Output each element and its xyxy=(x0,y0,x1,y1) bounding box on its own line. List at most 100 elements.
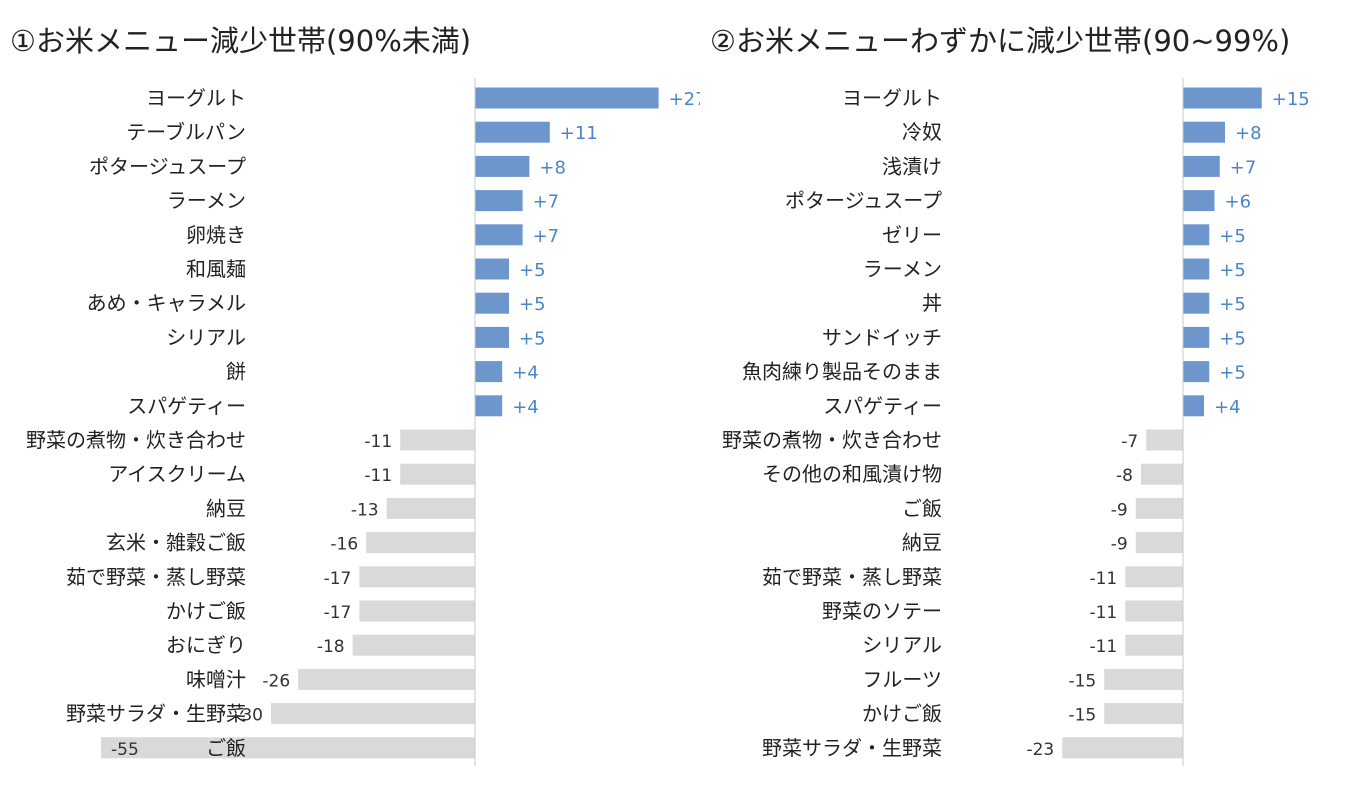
value-label-2-13: -9 xyxy=(1111,535,1128,555)
bar-2-18 xyxy=(1104,703,1183,725)
value-label-1-12: -13 xyxy=(351,500,379,520)
bar-1-6 xyxy=(475,292,509,314)
category-label-2-9: スパゲティー xyxy=(823,394,942,418)
category-label-1-0: ヨーグルト xyxy=(146,86,246,110)
category-label-1-4: 卵焼き xyxy=(186,223,246,247)
value-label-2-12: -9 xyxy=(1111,500,1128,520)
category-label-1-19: ご飯 xyxy=(206,736,246,760)
value-label-2-11: -8 xyxy=(1116,466,1133,486)
bar-2-7 xyxy=(1183,326,1210,348)
value-label-1-10: -11 xyxy=(364,432,392,452)
category-label-1-14: 茹で野菜・蒸し野菜 xyxy=(66,565,246,589)
category-label-1-3: ラーメン xyxy=(167,189,246,213)
category-label-2-11: その他の和風漬け物 xyxy=(762,462,942,486)
category-label-1-12: 納豆 xyxy=(206,496,246,520)
bar-2-13 xyxy=(1135,532,1183,554)
value-label-1-0: +27 xyxy=(669,89,700,110)
bar-1-18 xyxy=(271,703,475,725)
category-label-1-16: おにぎり xyxy=(166,633,246,657)
bar-2-1 xyxy=(1183,121,1225,143)
category-label-1-1: テーブルパン xyxy=(126,120,246,144)
value-label-2-5: +5 xyxy=(1219,260,1246,281)
value-label-1-1: +11 xyxy=(560,123,598,144)
chart-1-title: ①お米メニュー減少世帯(90%未満) xyxy=(10,24,472,58)
category-label-2-16: シリアル xyxy=(862,633,942,657)
value-label-2-10: -7 xyxy=(1121,432,1138,452)
category-label-1-10: 野菜の煮物・炊き合わせ xyxy=(26,428,246,452)
value-label-1-14: -17 xyxy=(324,569,352,589)
bar-2-17 xyxy=(1104,668,1183,690)
bar-1-8 xyxy=(475,361,503,383)
category-label-1-6: あめ・キャラメル xyxy=(87,291,246,315)
bar-1-14 xyxy=(359,566,475,588)
value-label-2-15: -11 xyxy=(1089,603,1117,623)
category-label-2-6: 丼 xyxy=(922,291,942,315)
value-label-2-4: +5 xyxy=(1219,226,1246,247)
value-label-2-8: +5 xyxy=(1219,363,1246,384)
bar-2-16 xyxy=(1125,634,1183,656)
value-label-1-2: +8 xyxy=(539,157,566,178)
category-label-2-14: 茹で野菜・蒸し野菜 xyxy=(762,565,942,589)
bar-2-10 xyxy=(1146,429,1183,451)
bar-1-11 xyxy=(400,463,475,485)
bar-2-19 xyxy=(1062,737,1183,759)
value-label-2-9: +4 xyxy=(1214,397,1241,418)
bar-2-12 xyxy=(1135,497,1183,519)
bar-2-15 xyxy=(1125,600,1183,622)
bar-1-12 xyxy=(386,497,475,519)
value-label-1-8: +4 xyxy=(512,363,539,384)
category-label-2-7: サンドイッチ xyxy=(822,325,942,349)
category-label-2-5: ラーメン xyxy=(863,257,942,281)
category-label-1-5: 和風麺 xyxy=(186,257,246,281)
bar-1-19 xyxy=(101,737,475,759)
bar-1-15 xyxy=(359,600,475,622)
value-label-1-15: -17 xyxy=(324,603,352,623)
chart-2-title: ②お米メニューわずかに減少世帯(90~99%) xyxy=(710,24,1291,58)
value-label-1-17: -26 xyxy=(262,671,290,691)
bar-2-8 xyxy=(1183,361,1210,383)
bar-1-13 xyxy=(366,532,475,554)
value-label-1-16: -18 xyxy=(317,637,345,657)
value-label-1-9: +4 xyxy=(512,397,539,418)
category-label-2-18: かけご飯 xyxy=(862,702,942,726)
category-label-2-1: 冷奴 xyxy=(902,120,942,144)
bar-1-16 xyxy=(352,634,475,656)
bar-1-7 xyxy=(475,326,509,348)
value-label-1-3: +7 xyxy=(533,192,560,213)
category-label-2-13: 納豆 xyxy=(902,531,942,555)
bar-2-4 xyxy=(1183,224,1210,246)
value-label-2-7: +5 xyxy=(1219,328,1246,349)
bar-1-0 xyxy=(475,87,659,109)
category-label-1-13: 玄米・雑穀ご飯 xyxy=(106,531,246,555)
value-label-1-5: +5 xyxy=(519,260,546,281)
category-label-1-8: 餅 xyxy=(226,360,246,384)
value-label-1-7: +5 xyxy=(519,328,546,349)
bar-2-9 xyxy=(1183,395,1204,417)
value-label-2-1: +8 xyxy=(1235,123,1262,144)
bar-1-9 xyxy=(475,395,503,417)
category-label-1-18: 野菜サラダ・生野菜 xyxy=(66,702,246,726)
value-label-2-6: +5 xyxy=(1219,294,1246,315)
bar-2-2 xyxy=(1183,155,1220,177)
value-label-2-17: -15 xyxy=(1068,671,1096,691)
value-label-2-3: +6 xyxy=(1225,192,1252,213)
bar-2-14 xyxy=(1125,566,1183,588)
category-label-1-17: 味噌汁 xyxy=(186,667,246,691)
category-label-2-4: ゼリー xyxy=(882,223,942,247)
value-label-1-13: -16 xyxy=(330,535,358,555)
value-label-2-2: +7 xyxy=(1230,157,1257,178)
bar-1-3 xyxy=(475,190,523,212)
value-label-2-0: +15 xyxy=(1272,89,1310,110)
value-label-2-18: -15 xyxy=(1068,706,1096,726)
bar-2-5 xyxy=(1183,258,1210,280)
category-label-2-15: 野菜のソテー xyxy=(822,599,942,623)
category-label-2-3: ポタージュスープ xyxy=(785,189,942,213)
category-label-2-17: フルーツ xyxy=(862,667,942,691)
value-label-2-16: -11 xyxy=(1089,637,1117,657)
category-label-1-9: スパゲティー xyxy=(127,394,246,418)
category-label-1-2: ポタージュスープ xyxy=(89,154,246,178)
category-label-2-2: 浅漬け xyxy=(882,154,942,178)
category-label-2-0: ヨーグルト xyxy=(842,86,942,110)
value-label-1-11: -11 xyxy=(364,466,392,486)
